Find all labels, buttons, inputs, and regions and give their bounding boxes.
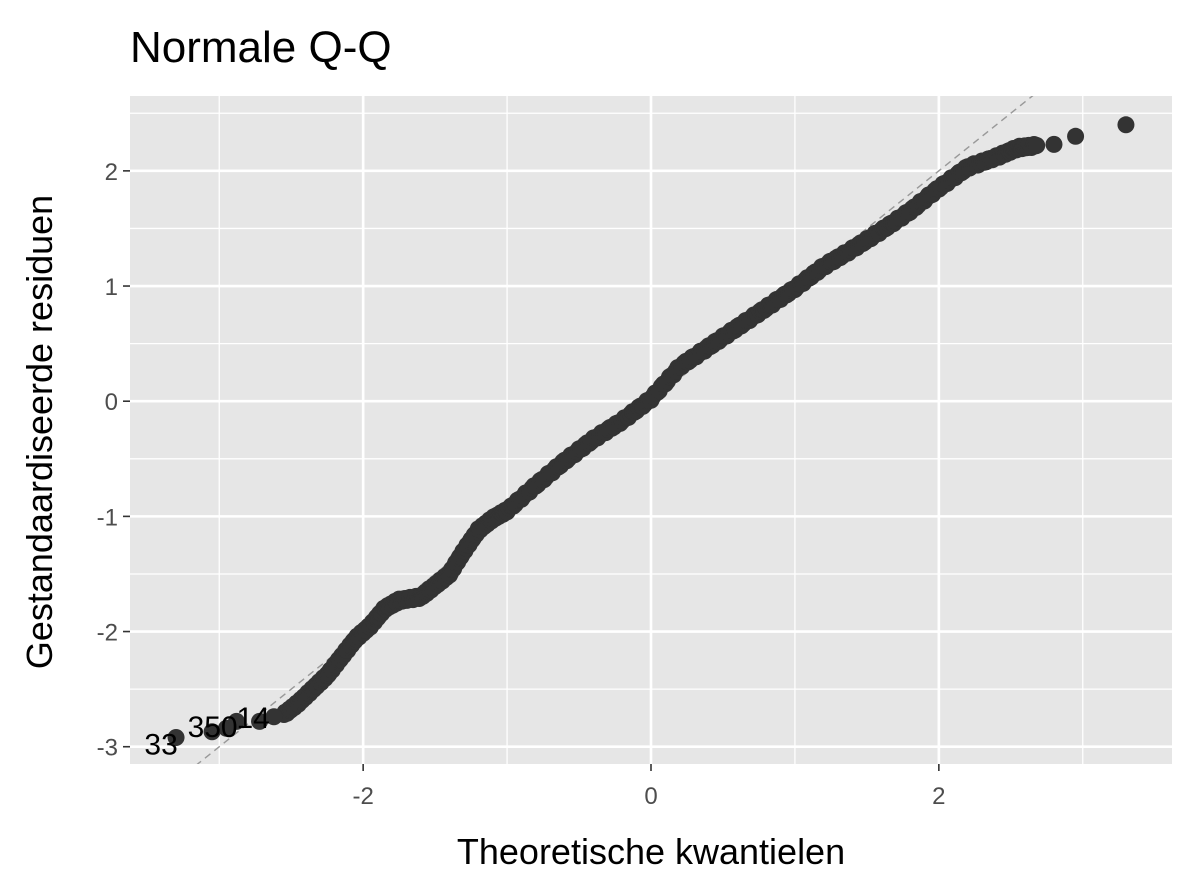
point-annotation: 14 [237,702,270,735]
x-axis-title: Theoretische kwantielen [457,831,845,872]
y-tick-label: 0 [105,389,118,416]
x-axis-ticks: -2 0 2 [352,764,946,810]
reference-line-group [196,96,1034,764]
data-point-outlier [265,708,283,726]
point-annotation: 33 [144,728,177,761]
y-tick-label: 2 [105,159,118,186]
chart-title: Normale Q-Q [130,23,392,72]
data-point-outlier [251,712,269,730]
y-axis-title: Gestandaardiseerde residuen [19,195,60,669]
y-tick-label: -1 [97,504,118,531]
data-point-outlier [1117,116,1135,134]
data-point-outlier [228,712,246,730]
point-annotation: 350 [188,711,238,744]
grid [130,96,1172,764]
data-point [1028,137,1046,155]
data-point-outlier [203,723,221,741]
y-tick-label: -3 [97,735,118,762]
x-tick-label: 2 [932,783,945,810]
y-axis-ticks: -3 -2 -1 0 1 2 [97,159,130,762]
data-point-outlier [1067,127,1085,145]
y-tick-label: -2 [97,620,118,647]
x-tick-label: 0 [644,783,657,810]
data-point-outlier [167,729,185,747]
y-tick-label: 1 [105,274,118,301]
data-points [167,116,1135,747]
x-tick-label: -2 [352,783,373,810]
reference-line [196,96,1034,764]
data-point-outlier [1045,135,1063,153]
